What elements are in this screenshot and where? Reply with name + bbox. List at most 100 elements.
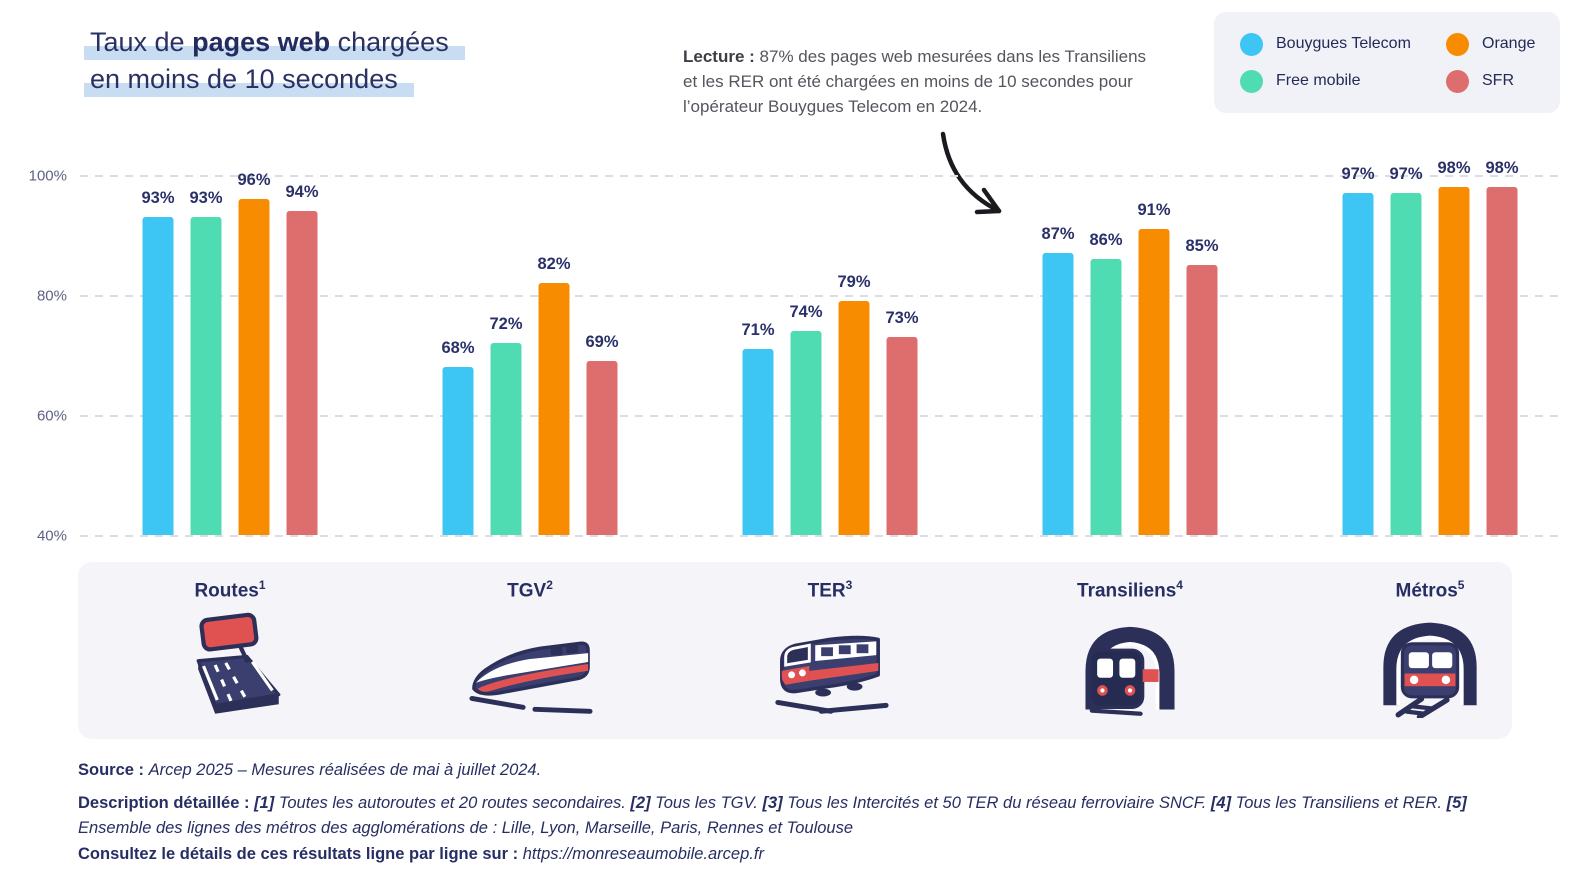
transilien-train-tunnel-icon [1000,608,1260,722]
description-ref: [2] [625,794,651,812]
bar-bouygues-telecom: 71% [741,321,775,535]
bar-sfr: 98% [1485,159,1519,535]
bar-sfr: 73% [885,309,919,535]
description-line: Description détaillée : [1] Toutes les a… [78,791,1544,841]
legend-color-dot [1240,32,1263,56]
bar-bouygues-telecom: 93% [141,189,175,535]
category-label: Transiliens4 [1077,578,1183,602]
road-icon [100,608,360,722]
bar-value-label: 73% [885,309,919,327]
bar-group-métros: 97% 97% 98% 98% [1341,159,1519,535]
legend-label: SFR [1482,72,1514,89]
bar-bouygues-telecom: 87% [1041,225,1075,535]
description-ref: [5] [1442,794,1467,812]
bar-bouygues-telecom: 68% [441,339,475,535]
bar-chart: 100% 80% 60% 40% 93% 93% 96% 94% 68% 72% 82% 69% 71%… [29,159,1565,545]
bar-value-label: 86% [1089,231,1123,249]
source-line: Source : Arcep 2025 – Mesures réalisées … [78,761,541,780]
bar-value-label: 96% [237,171,271,189]
bar-group-routes: 93% 93% 96% 94% [141,171,319,535]
bar-free-mobile: 97% [1389,165,1423,535]
legend-color-dot [1446,69,1469,93]
bar-value-label: 98% [1437,159,1471,177]
gridline [80,295,1565,297]
description-text: [1] Toutes les autoroutes et 20 routes s… [78,794,1467,837]
category-ter: TER3 [700,578,960,722]
bar-group-tgv: 68% 72% 82% 69% [441,255,619,535]
description-label: Description détaillée : [78,794,250,812]
bar-sfr: 69% [585,333,619,535]
bar-free-mobile: 72% [489,315,523,535]
description-ref: [4] [1206,794,1232,812]
description-segment: Toutes les autoroutes et 20 routes secon… [274,794,626,812]
description-ref: [3] [757,794,783,812]
bar-value-label: 71% [741,321,775,339]
metro-train-tunnel-icon [1300,608,1560,722]
category-label: TER3 [807,578,853,602]
bar-group-transiliens: 87% 86% 91% 85% [1041,201,1219,535]
tgv-train-icon [400,608,660,722]
bar-value-label: 79% [837,273,871,291]
title-text: chargées [330,27,449,57]
bar-value-label: 93% [189,189,223,207]
consult-line: Consultez le détails de ces résultats li… [78,845,764,864]
category-label: Métros5 [1395,578,1465,602]
bar-value-label: 97% [1389,165,1423,183]
title-text-bold: pages web [192,27,331,57]
bar-value-label: 98% [1485,159,1519,177]
y-axis-tick: 80% [36,287,67,305]
legend-color-dot [1446,32,1469,56]
bar-value-label: 68% [441,339,475,357]
lecture-note: Lecture : 87% des pages web mesurées dan… [683,44,1153,119]
legend-item-bouygues-telecom: Bouygues Telecom [1240,32,1446,56]
legend-item-free-mobile: Free mobile [1240,69,1446,93]
category-tgv: TGV2 [400,578,660,722]
legend-item-sfr: SFR [1446,69,1560,93]
bar-sfr: 94% [285,183,319,535]
bar-value-label: 91% [1137,201,1171,219]
description-segment: Ensemble des lignes des métros des agglo… [78,819,854,837]
category-strip: Routes1 TGV2 TER3 Transiliens4 Métros5 [78,562,1512,739]
bar-orange: 82% [537,255,571,535]
source-text: Arcep 2025 – Mesures réalisées de mai à … [148,761,542,779]
legend-label: Bouygues Telecom [1276,35,1411,52]
bar-sfr: 85% [1185,237,1219,535]
description-segment: Tous les Intercités et 50 TER du réseau … [782,794,1207,812]
y-axis-tick: 40% [36,527,67,545]
y-axis-tick: 60% [36,407,67,425]
bar-orange: 79% [837,273,871,535]
y-axis-tick: 100% [28,167,67,185]
ter-train-icon [700,608,960,722]
results-url: https://monreseaumobile.arcep.fr [522,845,764,863]
bar-value-label: 97% [1341,165,1375,183]
bar-value-label: 69% [585,333,619,351]
category-transiliens: Transiliens4 [1000,578,1260,722]
source-label: Source : [78,761,145,779]
bar-value-label: 93% [141,189,175,207]
lecture-text: 87% des pages web mesurées dans les Tran… [683,47,1147,116]
curved-arrow-icon [940,131,1002,215]
title-text: en moins de 10 secondes [84,64,414,97]
description-ref: [1] [254,794,275,812]
legend-label: Free mobile [1276,72,1361,89]
bar-free-mobile: 93% [189,189,223,535]
legend-item-orange: Orange [1446,32,1560,56]
title-text: Taux de [90,27,193,57]
category-routes: Routes1 [100,578,360,722]
bar-value-label: 82% [537,255,571,273]
legend: Bouygues Telecom Orange Free mobile SFR [1214,12,1560,113]
bar-orange: 96% [237,171,271,535]
legend-label: Orange [1482,35,1536,52]
gridline [80,175,1565,177]
category-métros: Métros5 [1300,578,1560,722]
lecture-label: Lecture : [683,47,755,66]
category-label: Routes1 [194,578,266,602]
bar-free-mobile: 86% [1089,231,1123,535]
description-segment: Tous les TGV. [650,794,758,812]
legend-color-dot [1240,69,1263,93]
consult-label: Consultez le détails de ces résultats li… [78,845,519,863]
bar-orange: 91% [1137,201,1171,535]
gridline [80,415,1565,417]
bar-value-label: 74% [789,303,823,321]
